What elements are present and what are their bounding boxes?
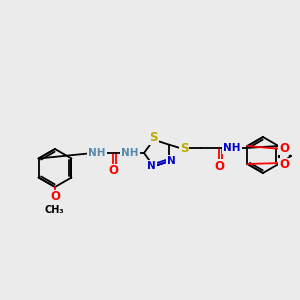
Text: O: O <box>50 190 60 203</box>
Text: NH: NH <box>223 143 241 153</box>
Text: NH: NH <box>88 148 106 158</box>
Text: CH₃: CH₃ <box>44 205 64 215</box>
Text: S: S <box>180 142 188 154</box>
Text: N: N <box>167 156 176 166</box>
Text: O: O <box>279 142 289 154</box>
Text: O: O <box>108 164 118 178</box>
Text: NH: NH <box>121 148 139 158</box>
Text: S: S <box>149 131 158 144</box>
Text: O: O <box>214 160 224 172</box>
Text: O: O <box>279 158 289 172</box>
Text: N: N <box>147 161 156 171</box>
